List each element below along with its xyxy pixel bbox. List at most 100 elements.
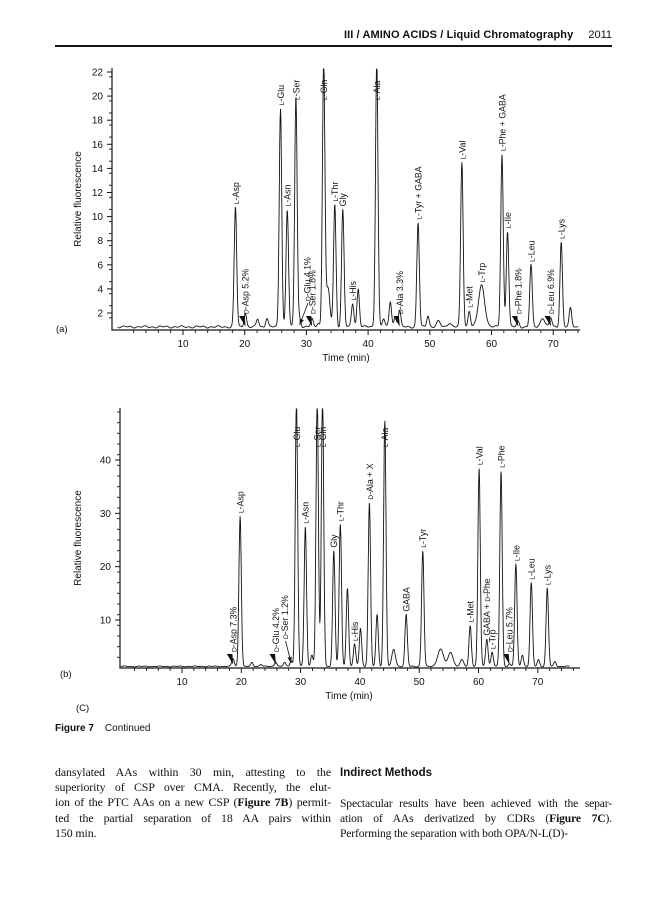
enantiomer-marker	[269, 654, 276, 665]
y-tick-label: 20	[92, 92, 104, 103]
peak-label: GABA + D-Phe	[482, 578, 492, 635]
peak-label: GABA	[402, 587, 412, 612]
peak-label: D-Phe 1.8%	[513, 268, 523, 314]
y-tick-label: 12	[92, 188, 104, 199]
y-tick-label: 40	[100, 456, 112, 467]
peak-label: L-Thr	[330, 182, 340, 202]
pointer-arrowhead	[299, 318, 304, 325]
y-tick-label: 6	[97, 260, 103, 271]
x-tick-label: 30	[301, 339, 313, 350]
text-line: ted the partial separation of 18 AA pair…	[55, 810, 331, 825]
header-rule	[55, 45, 612, 47]
x-tick-label: 40	[354, 677, 366, 688]
panel-label: (b)	[60, 669, 72, 680]
running-head-title: III / AMINO ACIDS / Liquid Chromatograph…	[343, 29, 574, 41]
peak-label: L-Leu	[526, 240, 536, 261]
peak-label: L-Lys	[543, 564, 553, 585]
peak-label: L-Met	[465, 286, 475, 308]
peak-label: L-Asn	[283, 184, 293, 206]
y-tick-label: 20	[100, 562, 112, 573]
y-tick-label: 18	[92, 116, 104, 127]
axes	[119, 408, 580, 669]
y-axis-title: Relative fluorescence	[73, 151, 84, 247]
peak-label: L-Asn	[301, 502, 311, 524]
y-tick-label: 10	[100, 616, 112, 627]
body-paragraph-right: Spectacular results have been achieved w…	[340, 796, 612, 842]
peak-label: Gly	[338, 193, 348, 207]
text-line: 150 min.	[55, 825, 97, 840]
chart-b: 10 20 30 40 10 20 30 40 50 60 70 Time (min) Relative…	[60, 408, 580, 702]
x-axis-title: Time (min)	[325, 691, 372, 702]
peak-label: L-Gln	[318, 427, 328, 447]
peak-label: L-Thr	[336, 501, 346, 521]
figure-caption: Figure 7 Continued	[55, 723, 151, 734]
enantiomer-marker	[393, 316, 400, 327]
peak-label: D-Ala 3.3%	[395, 271, 405, 314]
section-heading: Indirect Methods	[340, 767, 433, 779]
peak-label: D-Glu 4.1%	[302, 257, 312, 301]
peak-label: L-Glu	[276, 85, 286, 105]
peak-label: L-Ser	[291, 80, 301, 100]
enantiomer-marker	[503, 654, 510, 665]
chromatogram-figure: 2 4 6 8 10 12 14 16 18 20 22 10 20 30 40 50 60 70 Time (mi…	[56, 68, 580, 702]
x-tick-label: 60	[473, 677, 485, 688]
y-tick-label: 4	[97, 284, 103, 295]
x-tick-label: 10	[176, 677, 188, 688]
peak-label: L-Phe	[496, 445, 506, 467]
x-tick-label: 60	[486, 339, 498, 350]
text-line: Performing the separation with both OPA/…	[340, 827, 568, 841]
x-tick-label: 30	[295, 677, 307, 688]
y-tick-label: 14	[92, 164, 104, 175]
peak-label: L-Asp	[231, 182, 241, 204]
text-line: ion of the PTC AAs on a new CSP (Figure …	[55, 795, 332, 810]
y-tick-label: 8	[97, 236, 103, 247]
peak-label: D-Ser 1.8%	[307, 270, 317, 314]
text-line: ation of AAs derivatized by CDRs (Figure…	[340, 812, 612, 826]
peak-label: L-Gln	[319, 80, 329, 100]
peak-label: L-Leu	[527, 558, 537, 579]
peak-label: D-Ser 1.2%	[280, 595, 290, 639]
peak-label: D-Leu 5.7%	[505, 607, 515, 652]
chart-a: 2 4 6 8 10 12 14 16 18 20 22 10 20 30 40 50 60 70 Time (mi…	[56, 68, 580, 364]
x-axis-title: Time (min)	[322, 353, 369, 364]
peak-label: L-Tyr	[418, 529, 428, 548]
page-number: 2011	[588, 29, 612, 41]
text-line: dansylated AAs within 30 min, attesting …	[55, 765, 331, 779]
peak-label: L-His	[348, 280, 358, 300]
x-tick-label: 40	[363, 339, 375, 350]
y-tick-label: 22	[92, 68, 104, 79]
peak-label: L-Val	[474, 446, 484, 465]
peak-label: L-Trp	[488, 629, 498, 649]
y-tick-label: 30	[100, 509, 112, 520]
peak-label: D-Asp 5.2%	[241, 268, 251, 314]
peak-label: L-Tyr + GABA	[413, 166, 423, 219]
peak-label: L-Ala	[380, 428, 390, 447]
body-columns: dansylated AAs within 30 min, attesting …	[55, 765, 612, 842]
enantiomer-marker	[239, 316, 246, 327]
x-tick-label: 70	[532, 677, 544, 688]
peak-label: L-Glu	[292, 427, 302, 447]
y-axis-title: Relative fluorescence	[73, 490, 84, 586]
peak-label: D-Asp 7.3%	[228, 606, 238, 652]
chromatogram-trace	[120, 408, 570, 668]
x-tick-label: 70	[548, 339, 560, 350]
peak-label: D-Glu 4.2%	[271, 608, 281, 652]
enantiomer-marker	[305, 316, 313, 327]
x-tick-label: 50	[424, 339, 436, 350]
x-tick-label: 50	[414, 677, 426, 688]
panel-label: (a)	[56, 324, 68, 335]
enantiomer-marker	[544, 316, 551, 327]
peak-label: L-Ile	[503, 212, 513, 228]
peak-label: D-Leu 6.9%	[546, 269, 556, 314]
peak-label: L-Val	[457, 141, 467, 160]
peak-label: L-Ile	[511, 545, 521, 561]
figure-caption-label: Figure 7	[55, 723, 94, 734]
peak-label: L-Met	[466, 601, 476, 623]
pointer-arrowhead	[287, 656, 292, 663]
panel-c-label: (C)	[76, 703, 90, 714]
y-tick-label: 16	[92, 140, 104, 151]
peak-label: L-Asp	[236, 491, 246, 513]
peak-label: L-Trp	[477, 263, 487, 283]
peak-label: L-Lys	[557, 218, 567, 239]
